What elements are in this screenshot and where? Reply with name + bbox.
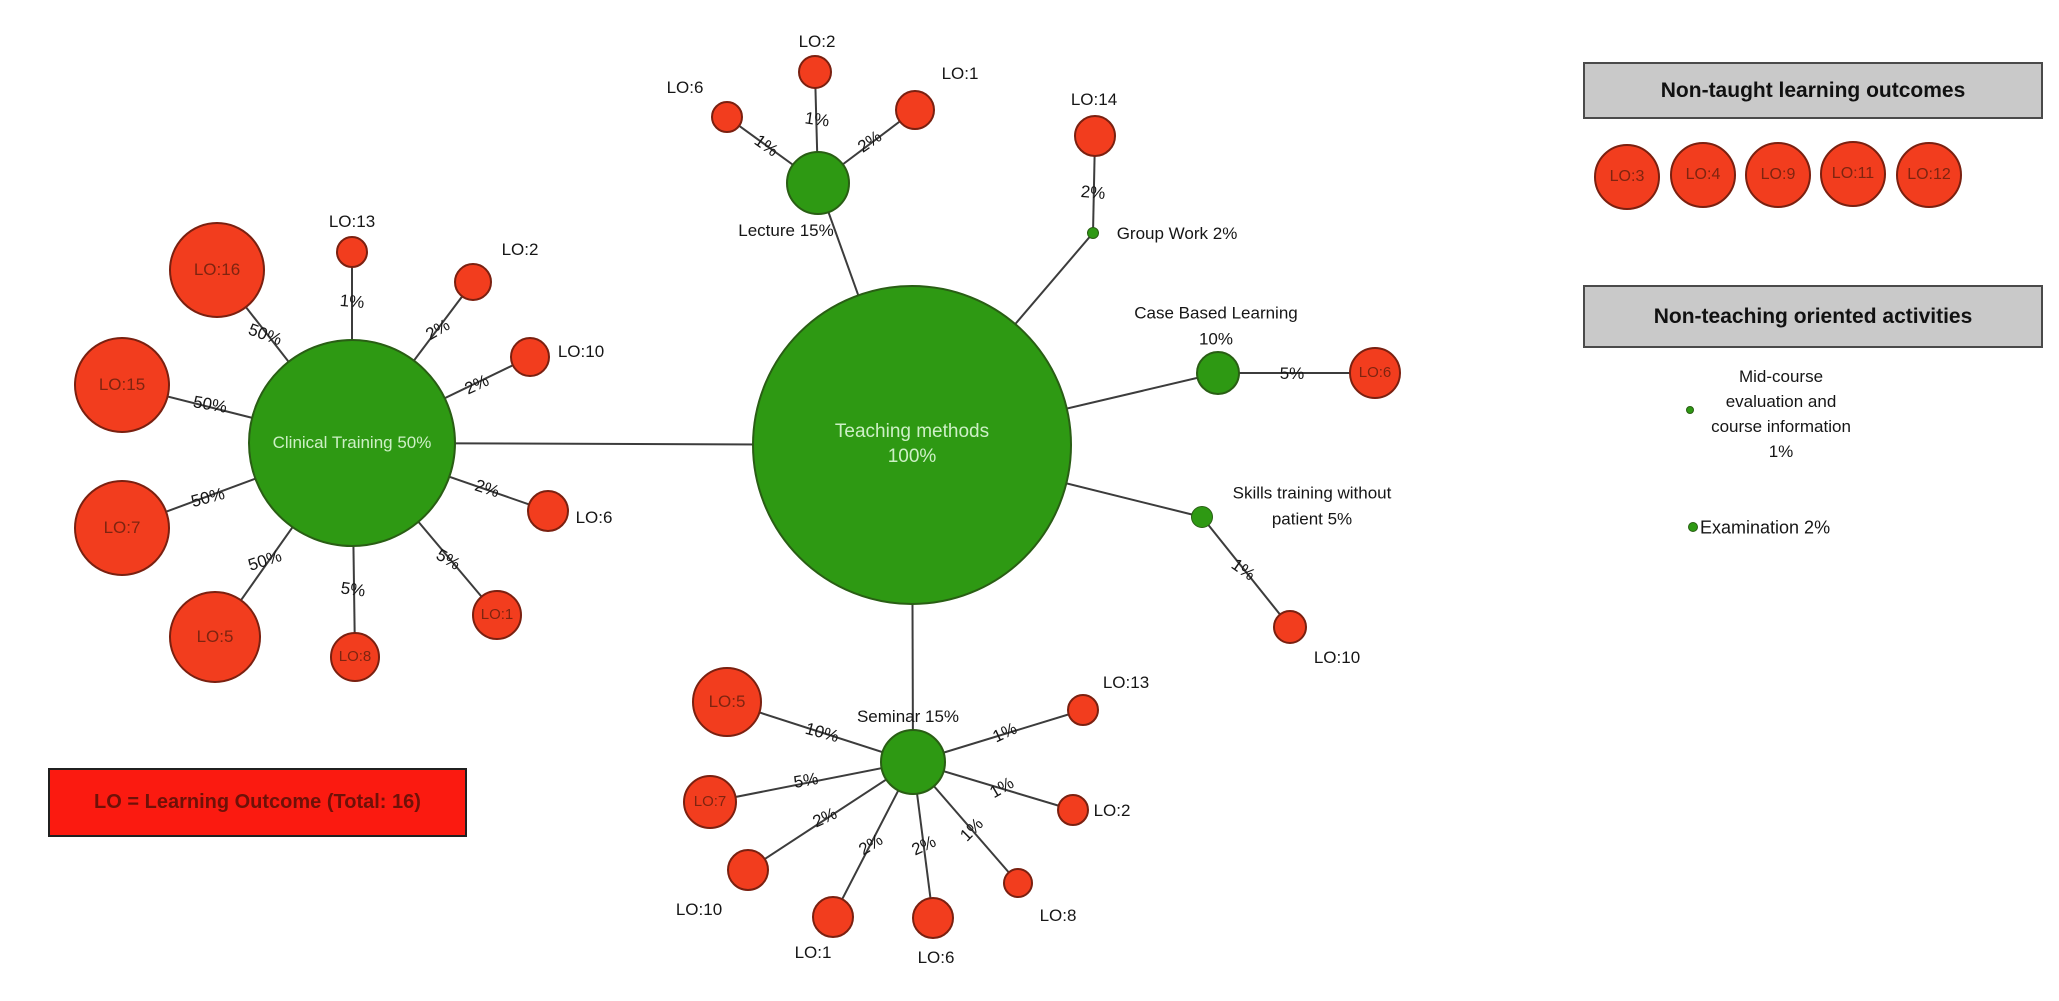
node-lo12-nontaught: LO:12: [1896, 142, 1962, 208]
node-lo4-nontaught: LO:4: [1670, 142, 1736, 208]
edge-pct-groupwork-lo14: 2%: [1079, 181, 1107, 204]
label-lo6-clinical: LO:6: [575, 508, 613, 527]
edge-pct-lecture-lo2: 1%: [803, 108, 831, 131]
node-label: LO:7: [103, 518, 141, 538]
label-lo2-clinical: LO:2: [501, 240, 539, 259]
node-label: LO:16: [193, 260, 241, 280]
node-lo7-seminar: LO:7: [683, 775, 737, 829]
node-lo8-clinical: LO:8: [330, 632, 380, 682]
edge-skills-lo10: [1201, 516, 1291, 628]
label-lo6-seminar: LO:6: [917, 948, 955, 967]
label-midcourse: Mid-course evaluation and course informa…: [1711, 365, 1851, 465]
node-lo13-seminar: [1067, 694, 1099, 726]
node-label: LO:12: [1907, 165, 1951, 183]
node-teaching-methods: Teaching methods 100%: [752, 285, 1072, 605]
node-lo5-seminar: LO:5: [692, 667, 762, 737]
node-lo13-clinical: [336, 236, 368, 268]
node-lo6-casebased: LO:6: [1349, 347, 1401, 399]
label-lo1-seminar: LO:1: [794, 943, 832, 962]
node-label: Teaching methods: [834, 421, 990, 443]
label-case-based-line2: 10%: [1198, 329, 1234, 348]
node-pct: 100%: [887, 446, 937, 467]
midcourse-line3: course information: [1711, 417, 1851, 436]
node-midcourse-dot: [1686, 406, 1694, 414]
node-lo10-seminar: [727, 849, 769, 891]
node-case-based-learning: [1196, 351, 1240, 395]
legend-box: LO = Learning Outcome (Total: 16): [48, 768, 467, 837]
node-label: LO:7: [693, 793, 727, 811]
node-label: LO:6: [1358, 364, 1392, 382]
node-lecture: [786, 151, 850, 215]
panel-header-non-taught: Non-taught learning outcomes: [1583, 62, 2043, 119]
edge-pct-clinical-lo8: 5%: [339, 578, 367, 601]
midcourse-line4: 1%: [1768, 441, 1794, 461]
node-lo15-clinical: LO:15: [74, 337, 170, 433]
node-lo11-nontaught: LO:11: [1820, 141, 1886, 207]
node-label: LO:11: [1831, 164, 1875, 182]
panel-header-non-teaching: Non-teaching oriented activities: [1583, 285, 2043, 348]
edge-seminar-lo7: [709, 761, 914, 803]
node-label: LO:1: [480, 606, 514, 624]
midcourse-line1: Mid-course: [1738, 367, 1824, 387]
label-skills-line1: Skills training without: [1232, 483, 1392, 503]
node-lo9-nontaught: LO:9: [1745, 142, 1811, 208]
node-lo1-seminar: [812, 896, 854, 938]
node-clinical-training: Clinical Training 50%: [248, 339, 456, 547]
node-label: LO:5: [196, 627, 234, 647]
node-lo6-seminar: [912, 897, 954, 939]
label-seminar: Seminar 15%: [856, 707, 960, 726]
edge-pct-clinical-lo13: 1%: [338, 290, 366, 313]
node-lo1-lecture: [895, 90, 935, 130]
label-lo1-lecture: LO:1: [941, 64, 979, 83]
node-lo10-clinical: [510, 337, 550, 377]
label-lo10-clinical: LO:10: [557, 342, 605, 361]
node-lo2-clinical: [454, 263, 492, 301]
node-lo6-lecture: [711, 101, 743, 133]
label-group-work: Group Work 2%: [1116, 224, 1238, 243]
node-seminar: [880, 729, 946, 795]
node-label: Clinical Training 50%: [272, 432, 432, 452]
label-lo10-skills: LO:10: [1313, 648, 1361, 667]
label-lo13-seminar: LO:13: [1102, 673, 1150, 692]
label-lo14-groupwork: LO:14: [1070, 90, 1118, 109]
edge-pct-seminar-lo7: 5%: [792, 769, 820, 792]
label-lecture: Lecture 15%: [738, 221, 834, 240]
node-lo2-seminar: [1057, 794, 1089, 826]
label-examination: Examination 2%: [1700, 517, 1831, 538]
edge-pct-casebased-lo6: 5%: [1279, 364, 1305, 383]
legend-label: LO = Learning Outcome (Total: 16): [94, 791, 421, 813]
node-group-work: [1087, 227, 1099, 239]
node-label: LO:5: [708, 692, 746, 712]
node-label: LO:15: [98, 375, 146, 395]
node-lo7-clinical: LO:7: [74, 480, 170, 576]
label-lo2-seminar: LO:2: [1093, 801, 1131, 820]
node-lo8-seminar: [1003, 868, 1033, 898]
node-lo14-groupwork: [1074, 115, 1116, 157]
label-skills-line2: patient 5%: [1271, 509, 1353, 528]
label-lo10-seminar: LO:10: [675, 900, 723, 919]
label-lo6-lecture: LO:6: [666, 78, 704, 97]
node-lo16-clinical: LO:16: [169, 222, 265, 318]
node-label: LO:9: [1760, 165, 1796, 183]
node-lo6-clinical: [527, 490, 569, 532]
node-label: LO:3: [1609, 167, 1645, 185]
node-lo1-clinical: LO:1: [472, 590, 522, 640]
label-case-based-line1: Case Based Learning: [1134, 303, 1298, 323]
node-lo10-skills: [1273, 610, 1307, 644]
node-lo2-lecture: [798, 55, 832, 89]
node-label: LO:8: [338, 648, 372, 666]
node-skills-training: [1191, 506, 1213, 528]
label-lo13-clinical: LO:13: [328, 212, 376, 231]
node-label: LO:4: [1685, 165, 1721, 183]
node-examination-dot: [1688, 522, 1698, 532]
midcourse-line2: evaluation and: [1725, 392, 1837, 412]
node-lo5-clinical: LO:5: [169, 591, 261, 683]
label-lo2-lecture: LO:2: [798, 32, 836, 51]
node-lo3-nontaught: LO:3: [1594, 144, 1660, 210]
label-lo8-seminar: LO:8: [1039, 906, 1077, 925]
